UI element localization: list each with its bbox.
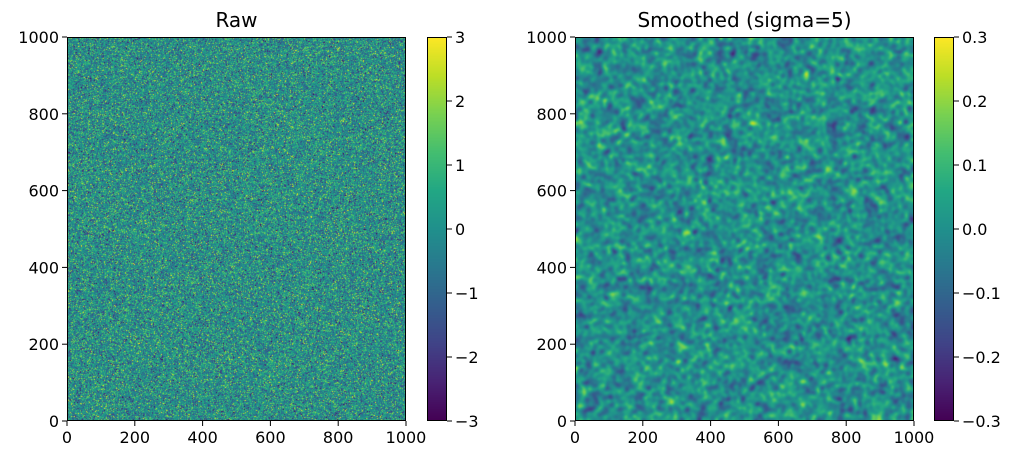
colorbar-frame-2	[934, 37, 954, 421]
x-tick-label: 0	[570, 428, 580, 447]
chart-title-1: Raw	[215, 8, 257, 32]
colorbar-frame-1	[427, 37, 447, 421]
y-tick-label: 400	[28, 258, 59, 277]
colorbar-tick-label: −2	[455, 348, 479, 367]
colorbar-tick-label: −1	[455, 284, 479, 303]
colorbar-tick-label: 0.3	[962, 28, 987, 47]
x-tick-label: 0	[62, 428, 72, 447]
colorbar-tick-label: 2	[455, 92, 465, 111]
x-tick-label: 600	[763, 428, 794, 447]
x-tick-label: 800	[831, 428, 862, 447]
plot-frame-2	[575, 37, 914, 421]
x-tick-label: 400	[695, 428, 726, 447]
x-tick-label: 1000	[894, 428, 935, 447]
colorbar-tick-label: 0.2	[962, 92, 987, 111]
y-tick-label: 600	[28, 182, 59, 201]
y-tick-label: 200	[28, 335, 59, 354]
y-tick-label: 800	[28, 105, 59, 124]
colorbar-tick-label: −0.2	[962, 348, 1001, 367]
x-tick-label: 200	[120, 428, 151, 447]
plot-frame-1	[67, 37, 406, 421]
y-tick-label: 200	[536, 335, 567, 354]
x-tick-label: 800	[323, 428, 354, 447]
colorbar-tick-label: 0.0	[962, 220, 987, 239]
colorbar-tick-label: 0.1	[962, 156, 987, 175]
y-tick-label: 600	[536, 182, 567, 201]
colorbar-tick-label: −0.3	[962, 412, 1001, 431]
x-tick-label: 200	[628, 428, 659, 447]
y-tick-label: 0	[49, 412, 59, 431]
y-tick-label: 1000	[18, 28, 59, 47]
y-tick-label: 400	[536, 258, 567, 277]
y-tick-label: 0	[557, 412, 567, 431]
x-tick-label: 600	[255, 428, 286, 447]
colorbar-gradient-1	[427, 37, 447, 421]
x-tick-label: 400	[187, 428, 218, 447]
colorbar-tick-label: 1	[455, 156, 465, 175]
colorbar-gradient-2	[934, 37, 954, 421]
colorbar-tick-label: 3	[455, 28, 465, 47]
colorbar-tick-label: −3	[455, 412, 479, 431]
colorbar-tick-label: 0	[455, 220, 465, 239]
x-tick-label: 1000	[386, 428, 427, 447]
heatmap-image-2	[575, 37, 914, 421]
y-tick-label: 800	[536, 105, 567, 124]
chart-title-2: Smoothed (sigma=5)	[637, 8, 851, 32]
colorbar-tick-label: −0.1	[962, 284, 1001, 303]
heatmap-image-1	[67, 37, 406, 421]
y-tick-label: 1000	[526, 28, 567, 47]
